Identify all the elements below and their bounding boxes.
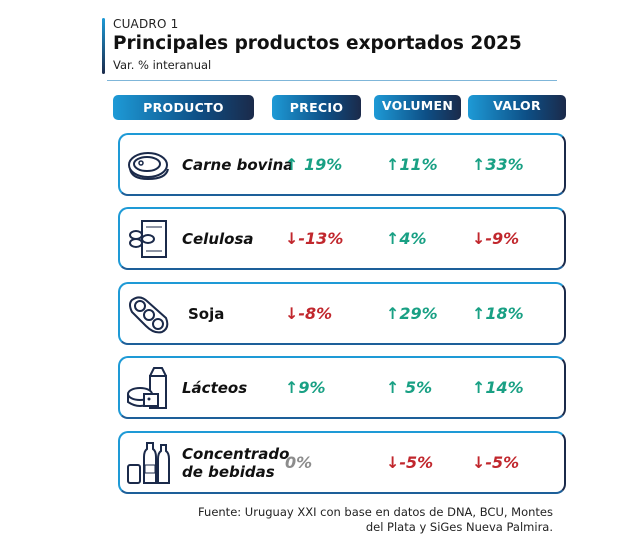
column-header-volumen: VOLUMEN — [374, 95, 461, 120]
precio-value: ↑ 19% — [285, 155, 343, 174]
steak-icon — [128, 152, 169, 181]
column-header-precio: PRECIO — [272, 95, 361, 120]
product-name: Carne bovina — [182, 155, 294, 174]
soybean-icon — [129, 296, 169, 334]
table-row: Celulosa ↓-13% ↑4% ↓-9% — [118, 207, 566, 270]
valor-value: ↑18% — [472, 304, 524, 323]
precio-value: 0% — [285, 453, 313, 472]
product-name: Lácteos — [182, 378, 248, 397]
divider — [107, 80, 557, 81]
source-line-1: Fuente: Uruguay XXI con base en datos de… — [198, 505, 553, 519]
table-label: CUADRO 1 — [113, 17, 179, 31]
valor-value: ↓-9% — [472, 229, 520, 248]
subtitle: Var. % interanual — [113, 58, 212, 72]
table-row: Concentrado de bebidas 0% ↓-5% ↓-5% — [118, 431, 566, 494]
beverages-icon — [127, 442, 170, 484]
volumen-value: ↑ 5% — [386, 378, 433, 397]
valor-value: ↑14% — [472, 378, 524, 397]
volumen-value: ↑29% — [386, 304, 438, 323]
volumen-value: ↑11% — [386, 155, 438, 174]
product-name: Celulosa — [182, 229, 254, 248]
source-line-2: del Plata y SiGes Nueva Palmira. — [365, 520, 553, 534]
precio-value: ↑9% — [285, 378, 326, 397]
valor-value: ↓-5% — [472, 453, 520, 472]
table-row: Soja ↓-8% ↑29% ↑18% — [118, 282, 566, 345]
precio-value: ↓-8% — [285, 304, 333, 323]
dairy-icon — [127, 367, 167, 409]
valor-value: ↑33% — [472, 155, 524, 174]
product-name: Concentrado de bebidas — [182, 444, 290, 481]
table-row: Lácteos ↑9% ↑ 5% ↑14% — [118, 356, 566, 419]
precio-value: ↓-13% — [285, 229, 344, 248]
table-row: Carne bovina ↑ 19% ↑11% ↑33% — [118, 133, 566, 196]
paper-roll-icon — [129, 220, 167, 258]
column-header-valor: VALOR — [468, 95, 566, 120]
product-name: Soja — [188, 304, 225, 323]
column-header-producto: PRODUCTO — [113, 95, 254, 120]
accent-bar — [102, 18, 105, 74]
page-title: Principales productos exportados 2025 — [113, 33, 522, 54]
source-note: Fuente: Uruguay XXI con base en datos de… — [198, 505, 553, 535]
volumen-value: ↑4% — [386, 229, 427, 248]
volumen-value: ↓-5% — [386, 453, 434, 472]
